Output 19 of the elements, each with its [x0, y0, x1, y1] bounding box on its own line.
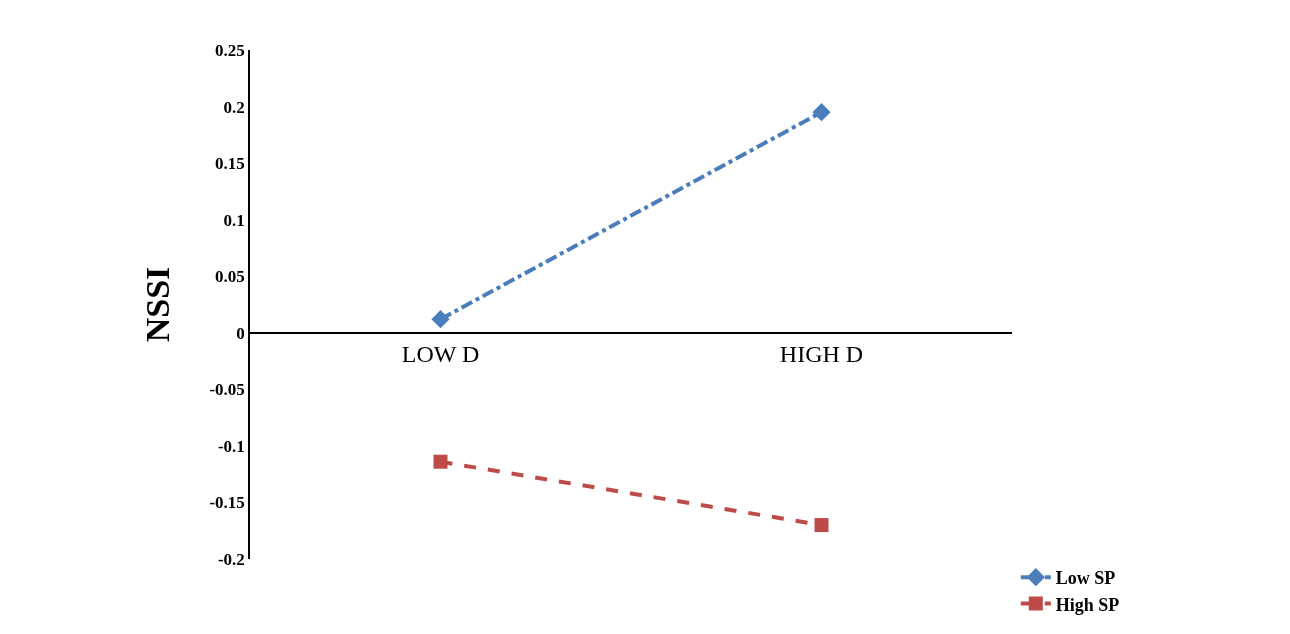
point — [812, 103, 831, 122]
y-tick-label: -0.05 — [209, 380, 245, 400]
point — [431, 310, 450, 329]
y-tick-label: -0.2 — [217, 549, 245, 569]
y-tick-label: 0.05 — [215, 267, 245, 287]
y-tick-label: -0.1 — [217, 436, 245, 456]
y-tick-label: -0.15 — [209, 493, 245, 513]
point — [433, 454, 448, 469]
y-tick-label: 0.15 — [215, 154, 245, 174]
legend-label: High SP — [1055, 594, 1120, 615]
y-tick-label: 0.25 — [215, 40, 245, 60]
y-tick-label: 0 — [236, 323, 245, 343]
point — [814, 518, 829, 533]
x-tick-label: LOW D — [401, 341, 480, 368]
y-tick-label: 0.1 — [223, 210, 245, 230]
legend-label: Low SP — [1055, 568, 1116, 589]
x-tick-label: HIGH D — [779, 341, 864, 368]
y-tick-label: 0.2 — [223, 97, 245, 117]
y-axis-title: NSSI — [138, 266, 176, 343]
